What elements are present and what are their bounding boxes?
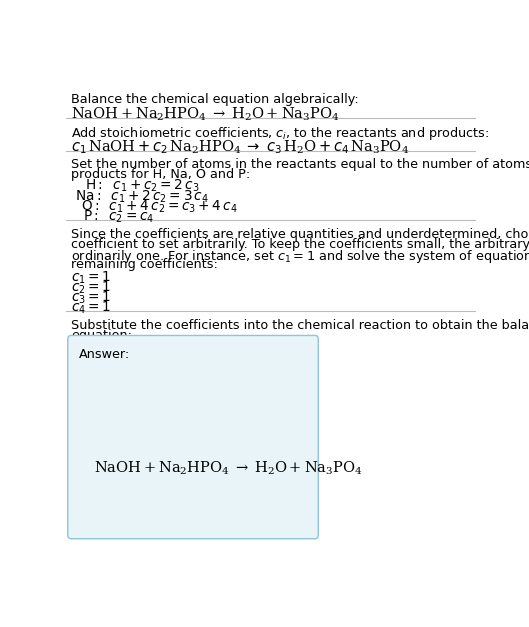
Text: $c_1 = 1$: $c_1 = 1$ (71, 270, 111, 286)
Text: ordinarily one. For instance, set $c_1 = 1$ and solve the system of equations fo: ordinarily one. For instance, set $c_1 =… (71, 248, 529, 265)
Text: $c_3 = 1$: $c_3 = 1$ (71, 290, 111, 306)
Text: Since the coefficients are relative quantities and underdetermined, choose a: Since the coefficients are relative quan… (71, 228, 529, 241)
Text: Set the number of atoms in the reactants equal to the number of atoms in the: Set the number of atoms in the reactants… (71, 158, 529, 171)
Text: $c_1\,\mathregular{NaOH} + c_2\,\mathregular{Na_2HPO_4} \;\rightarrow\; c_3\,\ma: $c_1\,\mathregular{NaOH} + c_2\,\mathreg… (71, 139, 409, 156)
FancyBboxPatch shape (68, 335, 318, 539)
Text: $c_2 = 1$: $c_2 = 1$ (71, 280, 111, 296)
Text: Answer:: Answer: (79, 348, 131, 361)
Text: $\mathrm{O{:}}\;\;c_1 + 4\,c_2 = c_3 + 4\,c_4$: $\mathrm{O{:}}\;\;c_1 + 4\,c_2 = c_3 + 4… (81, 198, 238, 215)
Text: $\mathregular{NaOH + Na_2HPO_4 \;\rightarrow\; H_2O + Na_3PO_4}$: $\mathregular{NaOH + Na_2HPO_4 \;\righta… (94, 460, 362, 477)
Text: $c_4 = 1$: $c_4 = 1$ (71, 300, 111, 316)
Text: $\mathrm{P{:}}\;\;c_2 = c_4$: $\mathrm{P{:}}\;\;c_2 = c_4$ (84, 209, 154, 225)
Text: coefficient to set arbitrarily. To keep the coefficients small, the arbitrary va: coefficient to set arbitrarily. To keep … (71, 238, 529, 251)
Text: $\mathrm{Na{:}}\;\;c_1 + 2\,c_2 = 3\,c_4$: $\mathrm{Na{:}}\;\;c_1 + 2\,c_2 = 3\,c_4… (75, 188, 209, 204)
Text: products for H, Na, O and P:: products for H, Na, O and P: (71, 169, 250, 181)
Text: $\mathregular{NaOH + Na_2HPO_4 \;\rightarrow\; H_2O + Na_3PO_4}$: $\mathregular{NaOH + Na_2HPO_4 \;\righta… (71, 106, 340, 123)
Text: Substitute the coefficients into the chemical reaction to obtain the balanced: Substitute the coefficients into the che… (71, 319, 529, 332)
Text: equation:: equation: (71, 329, 132, 342)
Text: $\mathrm{H{:}}\;\;c_1 + c_2 = 2\,c_3$: $\mathrm{H{:}}\;\;c_1 + c_2 = 2\,c_3$ (85, 178, 200, 194)
Text: remaining coefficients:: remaining coefficients: (71, 258, 218, 271)
Text: Add stoichiometric coefficients, $c_i$, to the reactants and products:: Add stoichiometric coefficients, $c_i$, … (71, 125, 489, 142)
Text: Balance the chemical equation algebraically:: Balance the chemical equation algebraica… (71, 93, 359, 105)
